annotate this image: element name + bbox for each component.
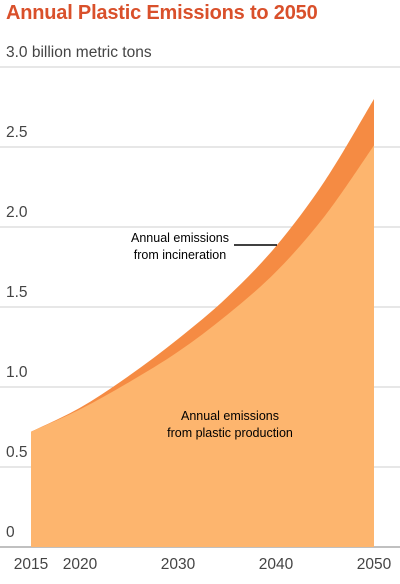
- y-axis-ticks: 0 0.5 1.0 1.5 2.0 2.5 3.0 billion metric tons: [6, 44, 152, 541]
- x-tick-label: 2030: [161, 556, 196, 573]
- annotations: Annual emissions from incineration Annual …: [131, 231, 293, 440]
- area-series: [31, 99, 374, 547]
- x-tick-label: 2020: [63, 556, 98, 573]
- chart-title: Annual Plastic Emissions to 2050: [6, 2, 318, 24]
- annotation-plastic-production: Annual emissions from plastic production: [167, 409, 293, 440]
- annotation-incineration: Annual emissions from incineration: [131, 231, 229, 262]
- x-tick-label: 2015: [14, 556, 48, 573]
- y-tick-label: 0.5: [6, 444, 28, 461]
- y-tick-label: 3.0 billion metric tons: [6, 44, 152, 61]
- area-plastic-production: [31, 145, 374, 547]
- x-axis-ticks: 2015 2020 2030 2040 2050: [14, 556, 392, 573]
- y-tick-label: 2.0: [6, 204, 28, 221]
- x-tick-label: 2040: [259, 556, 294, 573]
- y-tick-label: 1.0: [6, 364, 28, 381]
- y-tick-label: 2.5: [6, 124, 28, 141]
- x-tick-label: 2050: [357, 556, 392, 573]
- y-tick-label: 1.5: [6, 284, 28, 301]
- y-tick-label: 0: [6, 524, 15, 541]
